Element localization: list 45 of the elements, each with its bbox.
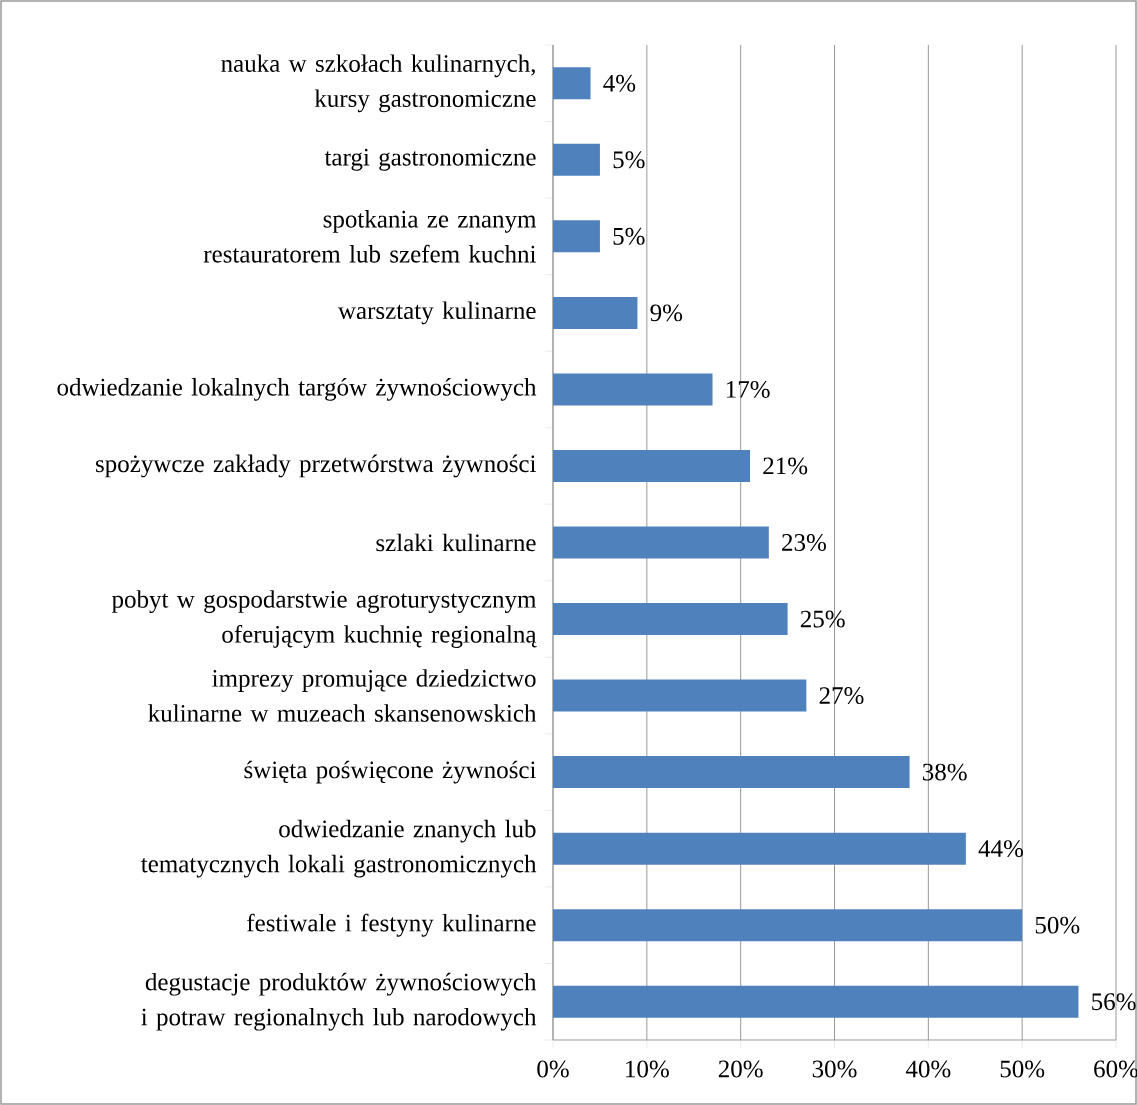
bar xyxy=(553,832,966,865)
data-label: 4% xyxy=(603,74,636,92)
y-tick-label: nauka w szkołach kulinarnych, kursy gastronomiczne xyxy=(221,54,536,113)
data-label: 21% xyxy=(763,457,808,475)
data-label: 5% xyxy=(613,151,645,169)
y-tick-label: odwiedzanie lokalnych targów żywnościowych xyxy=(57,378,537,401)
data-label: 17% xyxy=(726,380,770,398)
x-tick-label: 0% xyxy=(537,1060,569,1078)
bar xyxy=(553,679,807,712)
bar xyxy=(553,449,751,482)
bar xyxy=(553,220,600,253)
bar xyxy=(553,143,600,176)
bar xyxy=(553,985,1079,1018)
bar xyxy=(553,296,638,329)
y-tick-label: degustacje produktów żywnościowych i potraw regionalnych lub narodowych xyxy=(141,972,537,1031)
bar xyxy=(553,526,769,559)
y-tick-label: imprezy promujące dziedzictwo kulinarne w muzeach skansenowskich xyxy=(148,669,537,722)
data-label: 27% xyxy=(819,687,864,705)
y-tick-label: targi gastronomiczne xyxy=(324,148,536,171)
data-label: 23% xyxy=(782,534,826,551)
bar xyxy=(553,603,788,636)
y-tick-label: święta poświęcone żywności xyxy=(244,760,536,784)
x-tick-label: 40% xyxy=(905,1060,951,1078)
bar xyxy=(553,67,591,100)
data-label: 25% xyxy=(800,610,845,628)
y-tick-label: spotkania ze znanym restauratorem lub szefem kuchni xyxy=(203,210,537,263)
y-tick-label: odwiedzanie znanych lub tematycznych lokali gastronomicznych xyxy=(141,819,537,878)
bar xyxy=(553,373,713,406)
data-label: 44% xyxy=(978,840,1024,858)
x-tick-label: 20% xyxy=(718,1060,763,1078)
bar xyxy=(553,756,910,789)
x-tick-label: 50% xyxy=(1000,1060,1045,1078)
data-label: 38% xyxy=(922,763,967,781)
y-tick-label: spożywcze zakłady przetwórstwa żywności xyxy=(96,454,536,478)
y-tick-label: szlaki kulinarne xyxy=(376,533,536,552)
y-tick-label: festiwale i festyny kulinarne xyxy=(247,913,536,937)
x-tick-label: 10% xyxy=(626,1060,669,1078)
data-label: 50% xyxy=(1035,916,1080,934)
data-label: 9% xyxy=(650,304,683,322)
data-label: 56% xyxy=(1092,993,1136,1011)
data-label: 5% xyxy=(613,227,645,245)
bar xyxy=(553,909,1023,942)
y-tick-label: warsztaty kulinarne xyxy=(337,301,536,325)
x-tick-label: 30% xyxy=(812,1060,857,1078)
y-tick-label: pobyt w gospodarstwie agroturystycznym oferującym kuchnię regionalną xyxy=(111,590,537,648)
